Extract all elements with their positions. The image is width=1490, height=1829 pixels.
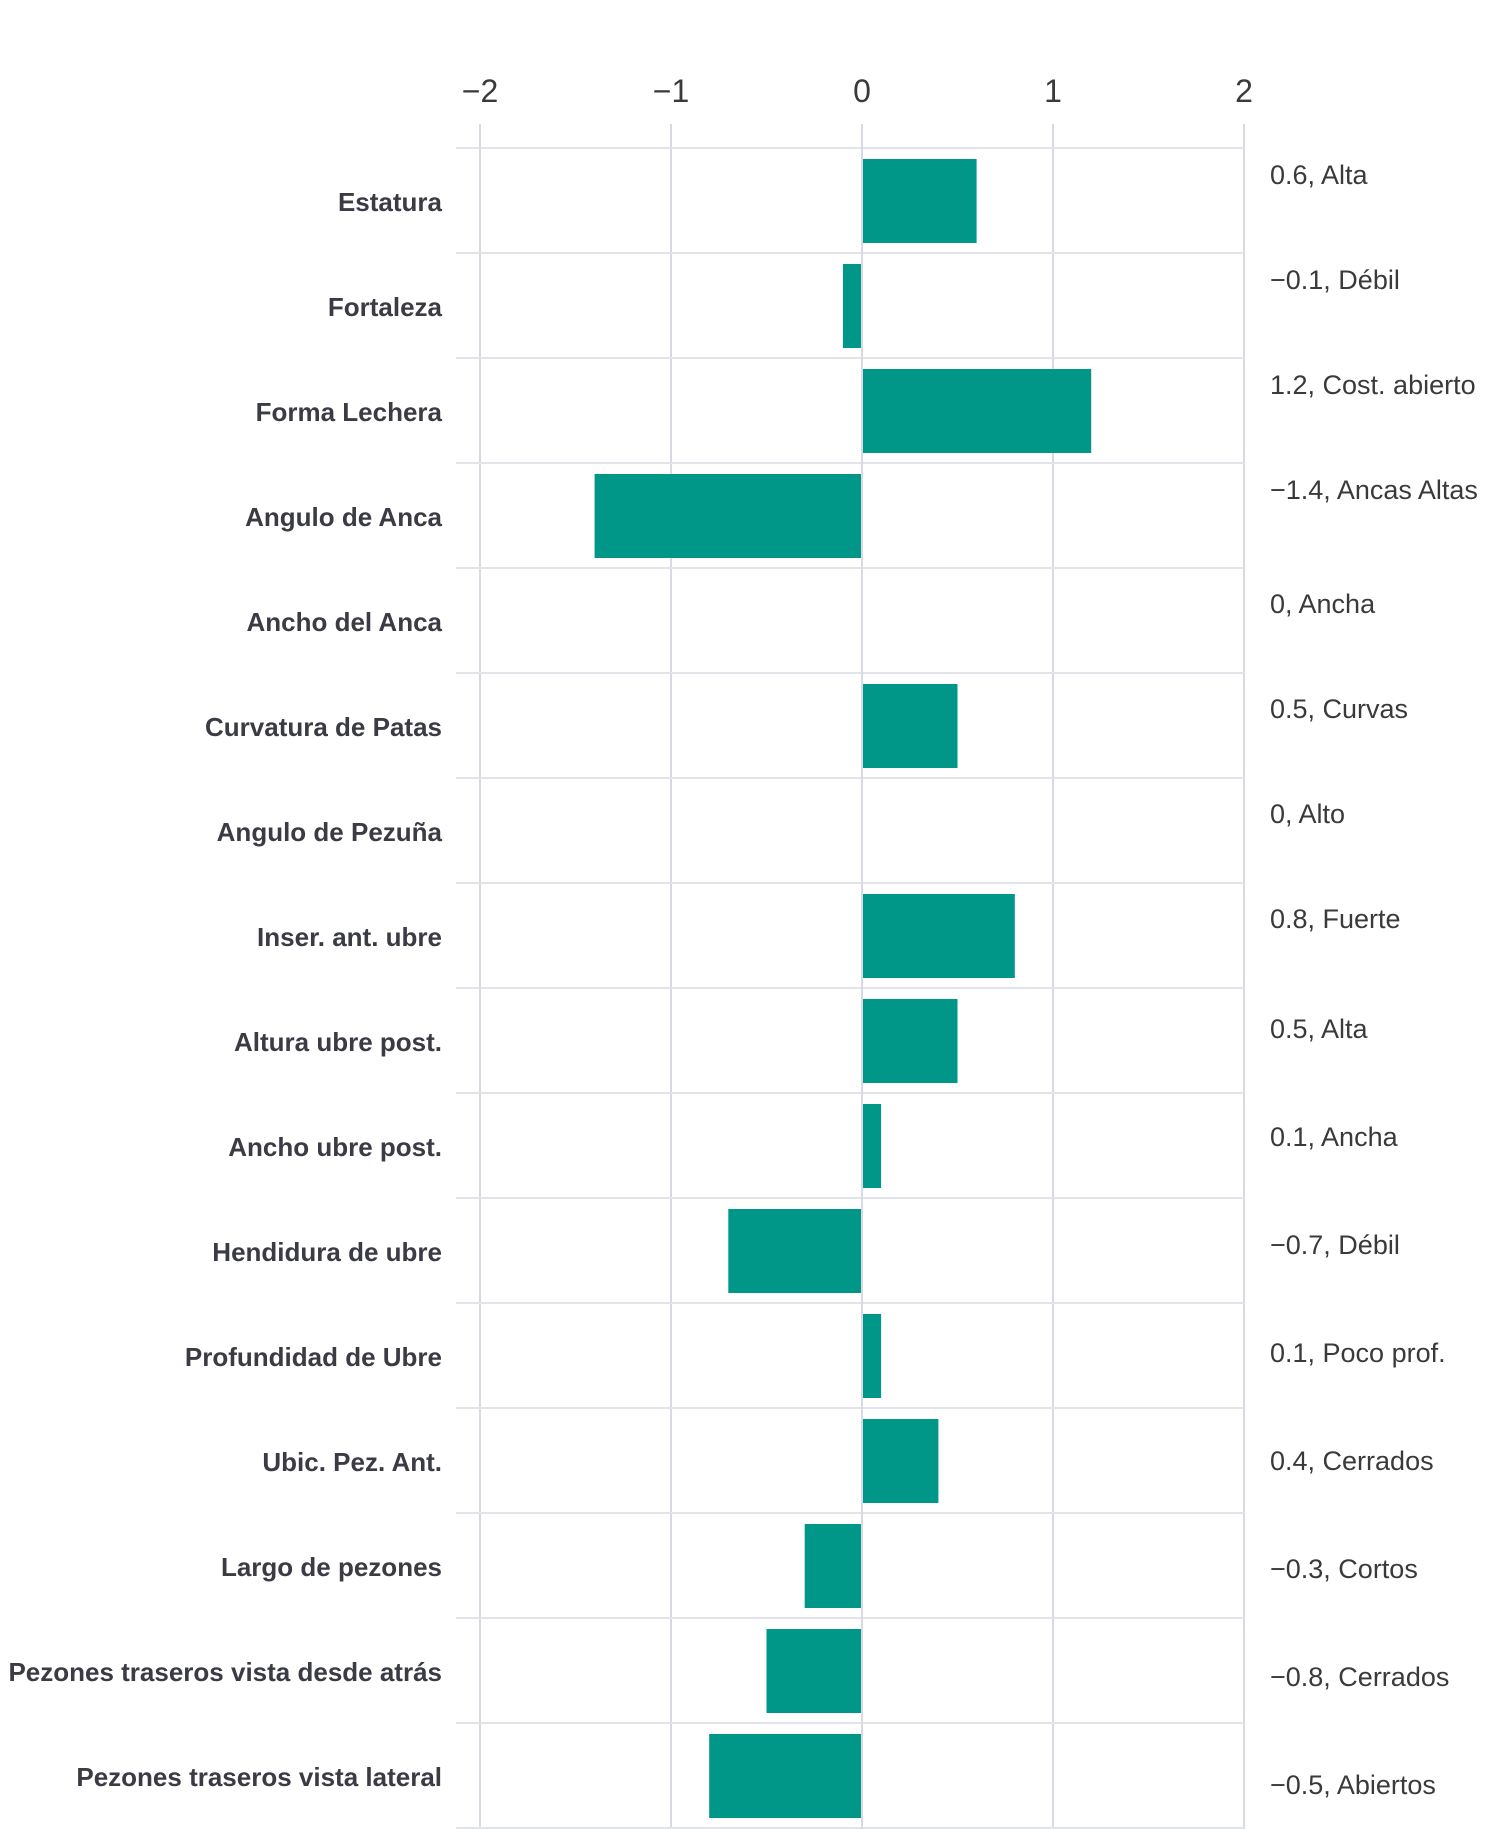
- value-label: 1.2, Cost. abierto: [1270, 370, 1476, 400]
- category-label: Largo de pezones: [221, 1552, 442, 1582]
- category-label: Ancho ubre post.: [228, 1132, 442, 1162]
- bar: [862, 684, 958, 768]
- category-label: Estatura: [338, 187, 443, 217]
- bar: [862, 369, 1092, 453]
- labels-layer: −2 −1 0 1 2 Estatura 0.6, Alta Fortaleza −0.1, D…: [8, 73, 1478, 1829]
- bar: [862, 999, 958, 1083]
- category-label: Curvatura de Patas: [205, 712, 442, 742]
- category-label: Ubic. Pez. Ant.: [262, 1447, 442, 1477]
- bar: [862, 1419, 939, 1503]
- category-label: Angulo de Anca: [245, 502, 442, 532]
- x-tick-label: 0: [853, 73, 871, 109]
- bar: [709, 1734, 862, 1818]
- bar: [842, 264, 862, 348]
- category-label: Inser. ant. ubre: [257, 922, 442, 952]
- x-tick-label: −1: [653, 73, 689, 109]
- bar: [594, 474, 862, 558]
- bars-layer: [594, 159, 1092, 1818]
- bar: [862, 1104, 882, 1188]
- value-label: −0.1, Débil: [1270, 265, 1400, 295]
- value-label: −0.8, Cerrados: [1270, 1662, 1449, 1692]
- value-label: −0.7, Débil: [1270, 1230, 1400, 1260]
- value-label: 0.5, Curvas: [1270, 694, 1408, 724]
- value-label: 0, Ancha: [1270, 589, 1376, 619]
- value-label: 0.1, Poco prof.: [1270, 1338, 1446, 1368]
- value-label: 0.1, Ancha: [1270, 1122, 1399, 1152]
- value-label: 0.5, Alta: [1270, 1014, 1369, 1044]
- value-label: −1.4, Ancas Altas: [1270, 475, 1478, 505]
- bar: [766, 1629, 862, 1713]
- bar: [862, 894, 1015, 978]
- category-label: Angulo de Pezuña: [217, 817, 443, 847]
- value-label: −0.3, Cortos: [1270, 1554, 1418, 1584]
- value-label: 0.8, Fuerte: [1270, 904, 1401, 934]
- category-label: Hendidura de ubre: [212, 1237, 442, 1267]
- category-label: Forma Lechera: [256, 397, 443, 427]
- x-tick-label: −2: [462, 73, 498, 109]
- bar: [728, 1209, 862, 1293]
- bar: [862, 159, 977, 243]
- bar: [862, 1314, 882, 1398]
- value-label: −0.5, Abiertos: [1270, 1770, 1436, 1800]
- category-label: Pezones traseros vista lateral: [76, 1762, 442, 1792]
- category-label: Fortaleza: [328, 292, 443, 322]
- category-label: Pezones traseros vista desde atrás: [8, 1657, 442, 1687]
- bar: [804, 1524, 862, 1608]
- value-label: 0.4, Cerrados: [1270, 1446, 1434, 1476]
- x-tick-label: 2: [1235, 73, 1253, 109]
- category-label: Altura ubre post.: [234, 1027, 442, 1057]
- category-label: Profundidad de Ubre: [185, 1342, 442, 1372]
- category-label: Ancho del Anca: [246, 607, 442, 637]
- grid-layer: [456, 124, 1245, 1829]
- value-label: 0, Alto: [1270, 799, 1345, 829]
- value-label: 0.6, Alta: [1270, 160, 1369, 190]
- x-tick-label: 1: [1044, 73, 1062, 109]
